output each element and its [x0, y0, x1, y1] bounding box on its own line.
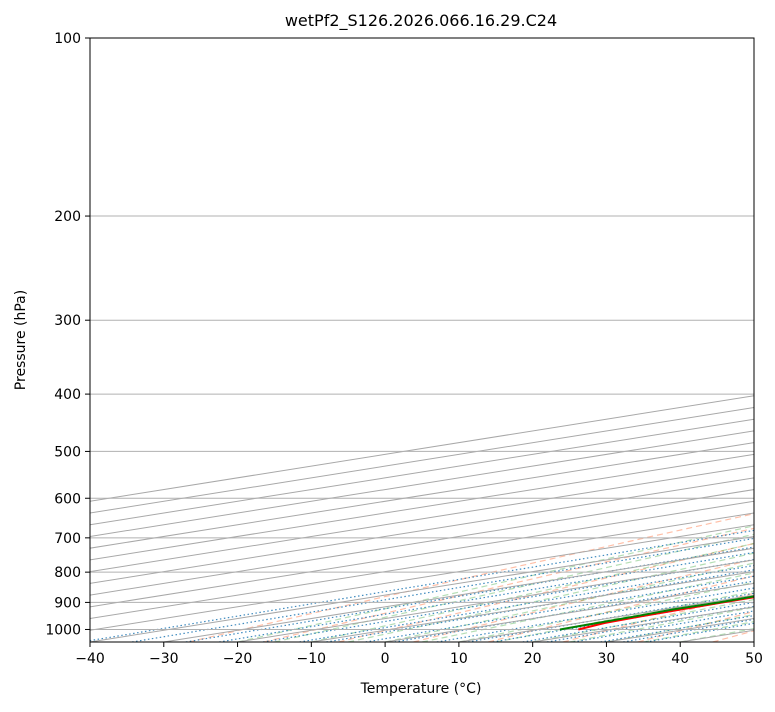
- y-tick-label: 400: [54, 387, 81, 403]
- y-tick-label: 300: [54, 313, 81, 329]
- y-tick-label: 800: [54, 565, 81, 581]
- x-tick-label: −20: [223, 651, 253, 667]
- x-tick-label: 10: [450, 651, 468, 667]
- chart-title: wetPf2_S126.2026.066.16.29.C24: [285, 11, 557, 31]
- x-tick-label: 0: [381, 651, 390, 667]
- x-tick-label: 40: [671, 651, 689, 667]
- y-tick-label: 200: [54, 209, 81, 225]
- y-tick-label: 1000: [45, 622, 81, 638]
- x-tick-label: −30: [149, 651, 179, 667]
- x-tick-label: 50: [745, 651, 763, 667]
- y-axis-label: Pressure (hPa): [13, 290, 29, 390]
- x-tick-label: 20: [524, 651, 542, 667]
- x-tick-label: 30: [598, 651, 616, 667]
- y-tick-label: 900: [54, 595, 81, 611]
- y-tick-label: 100: [54, 31, 81, 47]
- x-tick-label: −10: [297, 651, 327, 667]
- x-tick-label: −40: [75, 651, 105, 667]
- y-tick-label: 600: [54, 491, 81, 507]
- x-axis-label: Temperature (°C): [360, 681, 482, 697]
- y-tick-label: 500: [54, 444, 81, 460]
- y-tick-label: 700: [54, 531, 81, 547]
